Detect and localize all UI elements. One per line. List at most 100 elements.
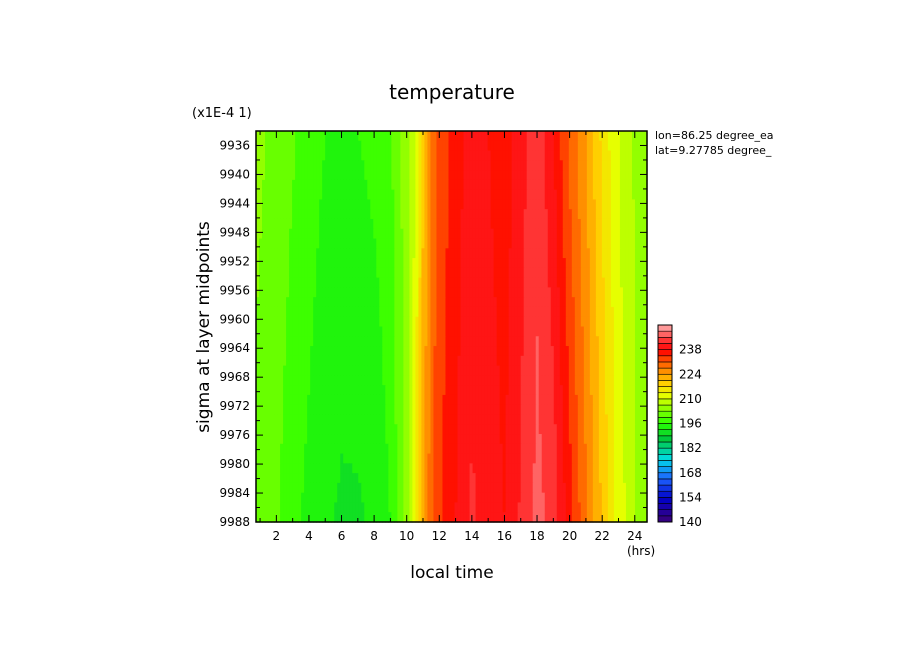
heatmap-cell	[601, 404, 606, 416]
heatmap-cell	[574, 404, 579, 416]
heatmap-cell	[532, 179, 537, 191]
heatmap-cell	[490, 434, 495, 445]
heatmap-cell	[625, 326, 630, 337]
heatmap-cell	[607, 316, 612, 328]
heatmap-cell	[307, 404, 311, 416]
heatmap-cell	[643, 218, 648, 230]
heatmap-cell	[553, 394, 558, 406]
heatmap-cell	[586, 482, 591, 494]
heatmap-cell	[400, 209, 404, 220]
heatmap-cell	[451, 365, 456, 376]
heatmap-cell	[331, 297, 335, 308]
heatmap-cell	[577, 346, 582, 357]
heatmap-cell	[511, 297, 516, 308]
heatmap-cell	[445, 238, 450, 249]
heatmap-cell	[619, 336, 624, 347]
heatmap-cell	[559, 434, 564, 445]
heatmap-cell	[547, 277, 552, 289]
heatmap-cell	[394, 238, 398, 249]
heatmap-cell	[526, 267, 531, 279]
heatmap-cell	[475, 414, 480, 425]
heatmap-cell	[496, 414, 501, 425]
heatmap-cell	[331, 424, 335, 435]
heatmap-cell	[577, 394, 582, 406]
heatmap-cell	[259, 170, 263, 181]
heatmap-cell	[562, 228, 567, 240]
heatmap-cell	[466, 131, 471, 142]
heatmap-cell	[550, 346, 555, 357]
heatmap-cell	[283, 287, 287, 298]
heatmap-cell	[439, 248, 444, 259]
heatmap-cell	[325, 297, 329, 308]
heatmap-cell	[487, 287, 492, 298]
heatmap-cell	[529, 170, 534, 181]
heatmap-cell	[271, 326, 275, 337]
heatmap-cell	[529, 492, 534, 504]
heatmap-cell	[637, 277, 642, 289]
heatmap-cell	[514, 443, 519, 455]
heatmap-cell	[283, 346, 287, 357]
heatmap-cell	[403, 160, 407, 171]
heatmap-cell	[436, 385, 441, 396]
heatmap-cell	[424, 482, 429, 494]
heatmap-cell	[490, 160, 495, 171]
heatmap-cell	[415, 482, 420, 494]
heatmap-cell	[523, 443, 528, 455]
heatmap-cell	[598, 375, 603, 386]
heatmap-cell	[301, 502, 305, 513]
heatmap-cell	[598, 365, 603, 376]
heatmap-cell	[298, 248, 302, 259]
heatmap-cell	[523, 306, 528, 318]
heatmap-cell	[397, 218, 401, 230]
heatmap-cell	[289, 375, 293, 386]
heatmap-cell	[280, 209, 284, 220]
heatmap-cell	[610, 267, 615, 279]
heatmap-cell	[562, 248, 567, 259]
heatmap-cell	[577, 160, 582, 171]
heatmap-cell	[625, 170, 630, 181]
heatmap-cell	[562, 218, 567, 230]
heatmap-cell	[283, 170, 287, 181]
heatmap-cell	[541, 150, 546, 161]
heatmap-cell	[310, 375, 314, 386]
heatmap-cell	[319, 434, 323, 445]
heatmap-cell	[499, 140, 504, 152]
heatmap-cell	[637, 218, 642, 230]
heatmap-cell	[460, 453, 465, 464]
heatmap-cell	[448, 228, 453, 240]
heatmap-cell	[574, 365, 579, 376]
heatmap-cell	[529, 160, 534, 171]
heatmap-cell	[454, 355, 459, 367]
heatmap-cell	[394, 140, 398, 152]
heatmap-cell	[580, 355, 585, 367]
heatmap-cell	[355, 287, 359, 298]
heatmap-cell	[607, 248, 612, 259]
heatmap-cell	[370, 287, 374, 298]
heatmap-cell	[292, 199, 296, 210]
heatmap-cell	[409, 248, 413, 259]
heatmap-cell	[490, 267, 495, 279]
heatmap-cell	[418, 424, 423, 435]
heatmap-cell	[628, 218, 633, 230]
heatmap-cell	[367, 209, 371, 220]
heatmap-cell	[280, 189, 284, 201]
heatmap-cell	[340, 414, 344, 425]
heatmap-cell	[577, 326, 582, 337]
heatmap-cell	[397, 434, 401, 445]
heatmap-cell	[529, 482, 534, 494]
heatmap-cell	[442, 170, 447, 181]
heatmap-cell	[352, 404, 356, 416]
heatmap-cell	[445, 306, 450, 318]
heatmap-cell	[358, 473, 362, 484]
heatmap-cell	[517, 199, 522, 210]
heatmap-cell	[550, 199, 555, 210]
heatmap-cell	[613, 170, 618, 181]
heatmap-cell	[469, 404, 474, 416]
heatmap-cell	[262, 238, 266, 249]
heatmap-cell	[433, 258, 438, 269]
heatmap-cell	[292, 267, 296, 279]
heatmap-cell	[364, 306, 368, 318]
heatmap-cell	[376, 404, 380, 416]
heatmap-cell	[358, 385, 362, 396]
heatmap-cell	[394, 267, 398, 279]
